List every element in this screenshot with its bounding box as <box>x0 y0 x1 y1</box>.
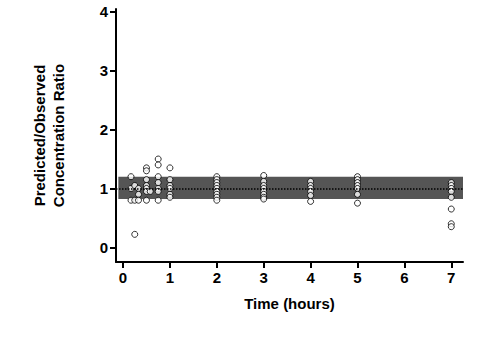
svg-text:4: 4 <box>100 3 109 20</box>
svg-text:7: 7 <box>447 269 455 286</box>
svg-text:2: 2 <box>213 269 221 286</box>
svg-text:Predicted/Observed: Predicted/Observed <box>31 65 48 207</box>
svg-text:3: 3 <box>260 269 268 286</box>
svg-text:5: 5 <box>353 269 361 286</box>
svg-text:6: 6 <box>400 269 408 286</box>
svg-text:1: 1 <box>166 269 174 286</box>
svg-text:Concentration Ratio: Concentration Ratio <box>50 64 67 207</box>
svg-text:0: 0 <box>100 239 108 256</box>
svg-text:3: 3 <box>100 62 108 79</box>
svg-text:2: 2 <box>100 121 108 138</box>
svg-text:4: 4 <box>306 269 315 286</box>
svg-text:Time (hours): Time (hours) <box>244 295 335 312</box>
svg-text:1: 1 <box>100 180 108 197</box>
svg-text:0: 0 <box>119 269 127 286</box>
